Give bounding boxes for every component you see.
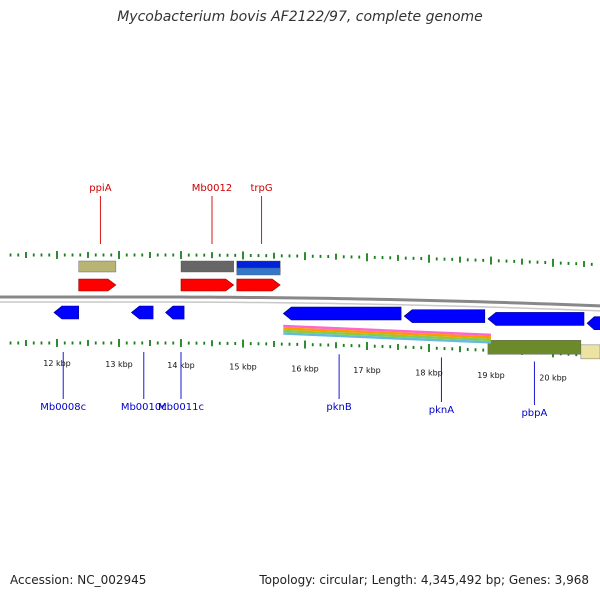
feature-bar [78, 260, 117, 273]
cds-stripe [283, 327, 492, 339]
forward-gene-arrow [180, 278, 235, 292]
ruler-label: 15 kbp [229, 363, 257, 372]
map-title: Mycobacterium bovis AF2122/97, complete … [117, 9, 483, 25]
cds-stripes [283, 324, 492, 344]
reverse-gene-arrow [53, 305, 79, 320]
top-tick-ring [9, 251, 593, 268]
ruler-label: 16 kbp [291, 364, 319, 373]
ruler-label: 18 kbp [415, 368, 443, 377]
cds-stripe [283, 332, 492, 344]
forward-gene-label: trpG [251, 183, 273, 194]
reverse-gene-label: pknB [326, 402, 351, 413]
feature-bar [580, 344, 600, 360]
reverse-gene-label: pbpA [521, 408, 547, 419]
reverse-genes [53, 305, 600, 330]
genome-info-text: Topology: circular; Length: 4,345,492 bp… [259, 573, 589, 587]
backbone-shadow [0, 301, 600, 312]
ruler-label: 20 kbp [539, 374, 567, 383]
accession-text: Accession: NC_002945 [10, 573, 147, 587]
forward-genes [78, 278, 281, 292]
reverse-gene-arrow [403, 309, 486, 323]
ruler-label: 12 kbp [43, 359, 71, 368]
feature-bar [180, 260, 234, 273]
genome-backbone [0, 295, 600, 312]
reverse-gene-label: pknA [429, 405, 454, 416]
reverse-gene-label: Mb0010c [121, 402, 167, 413]
ruler-labels: 12 kbp 13 kbp 14 kbp 15 kbp 16 kbp 17 kbp 18 k… [43, 359, 567, 383]
reverse-gene-arrow [282, 306, 402, 321]
feature-bar [236, 267, 281, 276]
reverse-gene-label: Mb0008c [40, 402, 86, 413]
cds-stripe [283, 329, 492, 342]
forward-gene-arrow [78, 278, 117, 292]
forward-gene-arrow [236, 278, 281, 292]
backbone-line [0, 295, 600, 308]
forward-gene-label: ppiA [89, 183, 111, 194]
reverse-gene-arrow [130, 305, 154, 320]
forward-gene-label: Mb0012 [192, 183, 232, 194]
ruler-label: 13 kbp [105, 360, 133, 369]
reverse-gene-arrow [487, 312, 585, 326]
feature-bars [78, 260, 600, 360]
ruler-label: 19 kbp [477, 371, 505, 380]
reverse-gene-label: Mb0011c [158, 402, 204, 413]
ruler-label: 17 kbp [353, 366, 381, 375]
cds-stripe [283, 324, 492, 337]
reverse-gene-arrow [586, 316, 600, 330]
feature-bar [487, 340, 582, 355]
reverse-gene-arrow [165, 305, 185, 320]
